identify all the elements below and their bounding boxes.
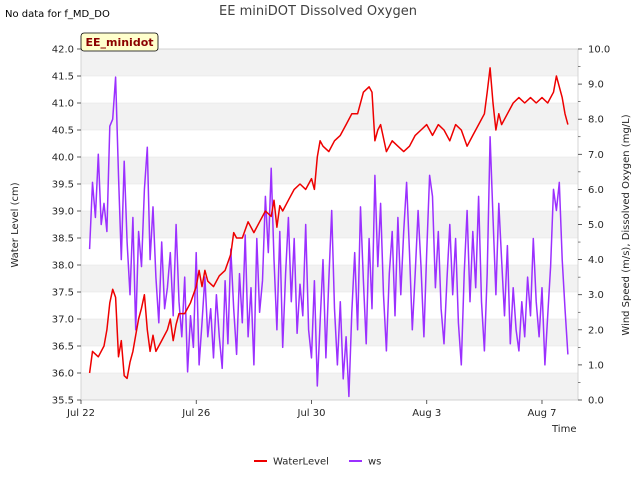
y-tick-right-label: 9.0 bbox=[588, 80, 604, 91]
grid-band bbox=[81, 49, 578, 76]
y-tick-left-label: 40.0 bbox=[52, 153, 74, 164]
y-axis-right: 0.0 1.0 2.0 3.0 4.0 5.0 6.0 7.0 8.0 9.0 10.0 bbox=[578, 45, 610, 407]
y-tick-left-label: 36.5 bbox=[52, 342, 74, 353]
y-tick-left-label: 37.5 bbox=[52, 288, 74, 299]
y-tick-right-label: 1.0 bbox=[588, 360, 604, 371]
y-tick-left-label: 38.0 bbox=[52, 261, 74, 272]
y-tick-left-label: 41.0 bbox=[52, 99, 74, 110]
station-label-bg bbox=[80, 32, 159, 52]
y-tick-left-label: 39.0 bbox=[52, 207, 74, 218]
station-label-box: EE_minidot bbox=[80, 32, 159, 52]
y-tick-left-label: 37.0 bbox=[52, 315, 74, 326]
x-axis: Jul 22 Jul 26 Jul 30 Aug 3 Aug 7 bbox=[66, 400, 557, 419]
y-tick-right-label: 0.0 bbox=[588, 396, 604, 407]
y-tick-right-label: 10.0 bbox=[588, 45, 610, 56]
y-tick-right-label: 7.0 bbox=[588, 150, 604, 161]
y-tick-left-label: 38.5 bbox=[52, 234, 74, 245]
y-tick-right-label: 8.0 bbox=[588, 115, 604, 126]
x-tick-label: Aug 7 bbox=[527, 408, 556, 419]
series-lines bbox=[88, 67, 569, 398]
grid-band bbox=[81, 103, 578, 130]
y-tick-right-label: 3.0 bbox=[588, 290, 604, 301]
grid-band bbox=[81, 319, 578, 346]
y-axis-right-label: Wind Speed (m/s), Dissolved Oxygen (mg/L… bbox=[621, 114, 632, 335]
legend-label: WaterLevel bbox=[273, 457, 329, 468]
y-tick-left-label: 41.5 bbox=[52, 72, 74, 83]
y-tick-left-label: 42.0 bbox=[52, 45, 74, 56]
y-tick-right-label: 6.0 bbox=[588, 185, 604, 196]
y-tick-left-label: 39.5 bbox=[52, 180, 74, 191]
x-tick-label: Aug 3 bbox=[412, 408, 441, 419]
y-tick-left-label: 35.5 bbox=[52, 396, 74, 407]
y-tick-left-label: 40.5 bbox=[52, 126, 74, 137]
grid-band bbox=[81, 211, 578, 238]
y-tick-right-label: 2.0 bbox=[588, 325, 604, 336]
legend: WaterLevel ws bbox=[254, 457, 381, 468]
grid-band bbox=[81, 157, 578, 184]
series-line-ws bbox=[88, 76, 569, 398]
x-axis-label: Time bbox=[551, 424, 576, 435]
y-axis-left-label: Water Level (cm) bbox=[10, 182, 21, 267]
y-tick-left-label: 36.0 bbox=[52, 369, 74, 380]
x-tick-label: Jul 30 bbox=[297, 408, 326, 419]
grid-band bbox=[81, 373, 578, 400]
no-data-note: No data for f_MD_DO bbox=[5, 9, 110, 20]
x-tick-label: Jul 22 bbox=[66, 408, 95, 419]
chart-title: EE miniDOT Dissolved Oxygen bbox=[219, 4, 417, 19]
station-label: EE_minidot bbox=[85, 36, 153, 49]
legend-label: ws bbox=[368, 457, 381, 468]
y-tick-right-label: 5.0 bbox=[588, 220, 604, 231]
y-tick-right-label: 4.0 bbox=[588, 255, 604, 266]
series-line-waterlevel bbox=[88, 67, 569, 380]
y-axis-left: 35.5 36.0 36.5 37.0 37.5 38.0 38.5 39.0 39.5 40.0… bbox=[52, 45, 81, 407]
x-tick-label: Jul 26 bbox=[181, 408, 210, 419]
